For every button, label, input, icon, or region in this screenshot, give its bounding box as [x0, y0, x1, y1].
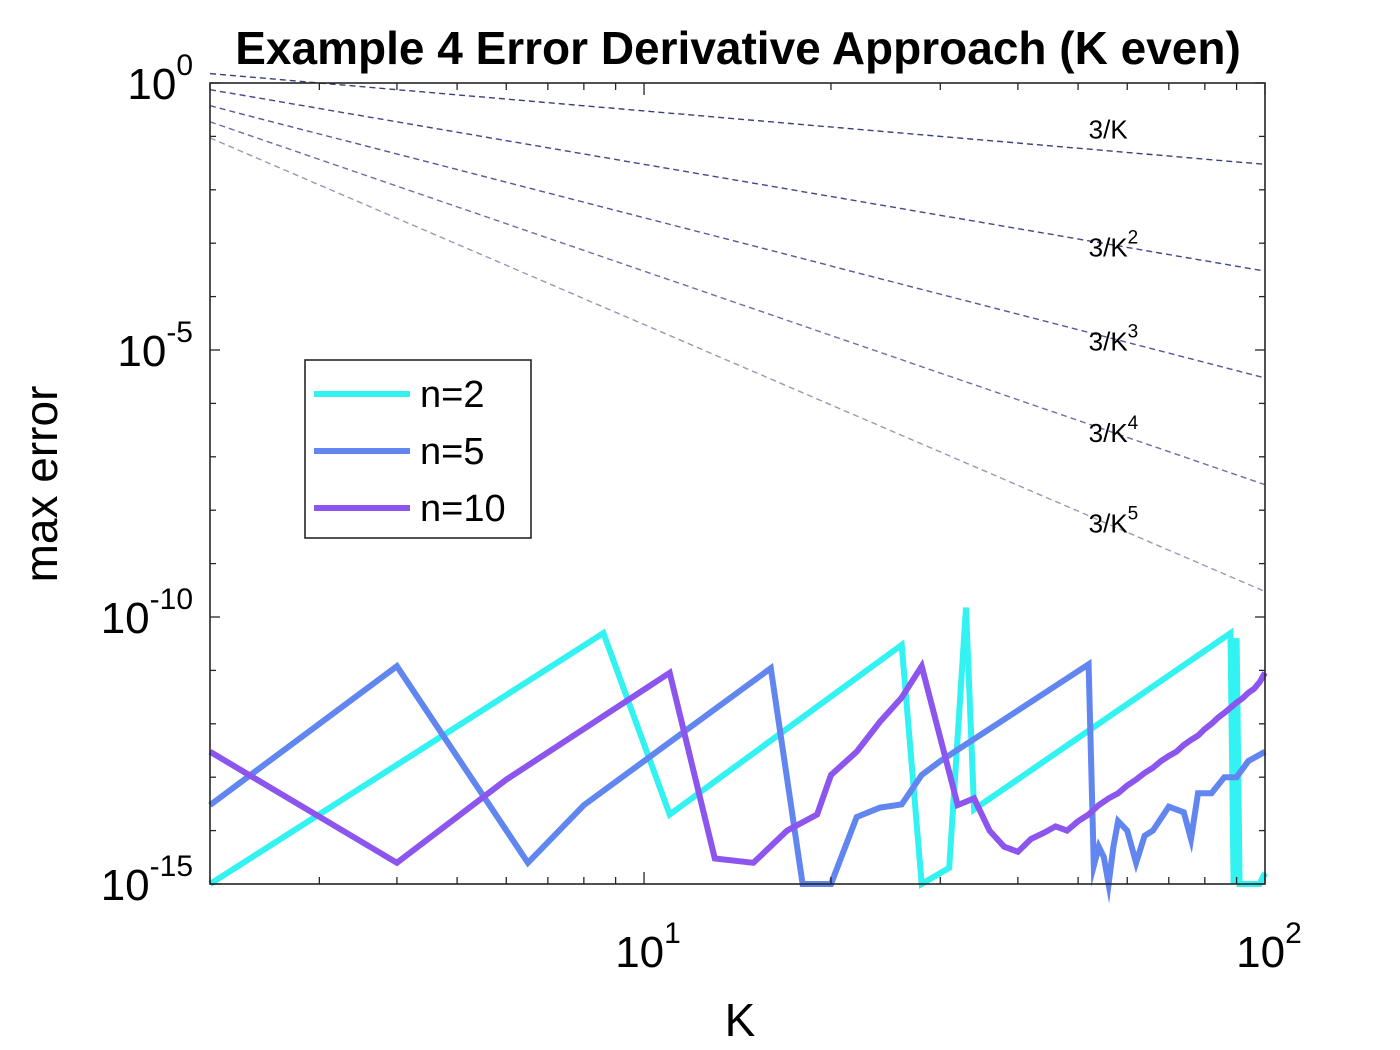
series-line-n=10	[208, 658, 1268, 867]
reference-line-3	[209, 105, 1266, 379]
data-series	[208, 607, 1268, 904]
y-tick-labels: 100 10-5 10-10 10-15	[101, 49, 193, 910]
y-tick-label: 10-5	[117, 316, 193, 376]
reference-line-label-3: 3/K3	[1089, 321, 1139, 356]
chart-title: Example 4 Error Derivative Approach (K e…	[235, 22, 1241, 74]
reference-line-1	[209, 72, 1266, 165]
legend: n=2 n=5 n=10	[304, 359, 532, 539]
reference-line-label-2: 3/K2	[1089, 228, 1139, 263]
axis-ticks	[209, 82, 1266, 885]
y-tick-label: 100	[127, 49, 193, 109]
reference-line-5	[209, 137, 1266, 593]
reference-line-label-4: 3/K4	[1089, 413, 1139, 448]
reference-line-4	[209, 121, 1266, 486]
reference-lines	[209, 72, 1266, 593]
y-axis-label: max error	[15, 386, 67, 583]
x-tick-label: 101	[615, 917, 681, 977]
reference-line-labels: 3/K 3/K2 3/K3 3/K4 3/K5	[1089, 114, 1139, 538]
series-line-n=5	[208, 658, 1267, 904]
y-tick-label: 10-15	[101, 850, 193, 910]
legend-label-n=10: n=10	[420, 488, 506, 530]
y-tick-label: 10-10	[101, 583, 193, 643]
reference-line-label-1: 3/K	[1089, 114, 1129, 144]
x-tick-label: 102	[1236, 917, 1302, 977]
x-tick-labels: 101 102	[615, 917, 1302, 977]
reference-line-2	[209, 89, 1266, 272]
legend-label-n=5: n=5	[420, 431, 484, 473]
plot-area-frame	[209, 82, 1266, 885]
x-axis-label: K	[725, 994, 756, 1046]
legend-label-n=2: n=2	[420, 374, 484, 416]
reference-line-label-5: 3/K5	[1089, 504, 1139, 539]
